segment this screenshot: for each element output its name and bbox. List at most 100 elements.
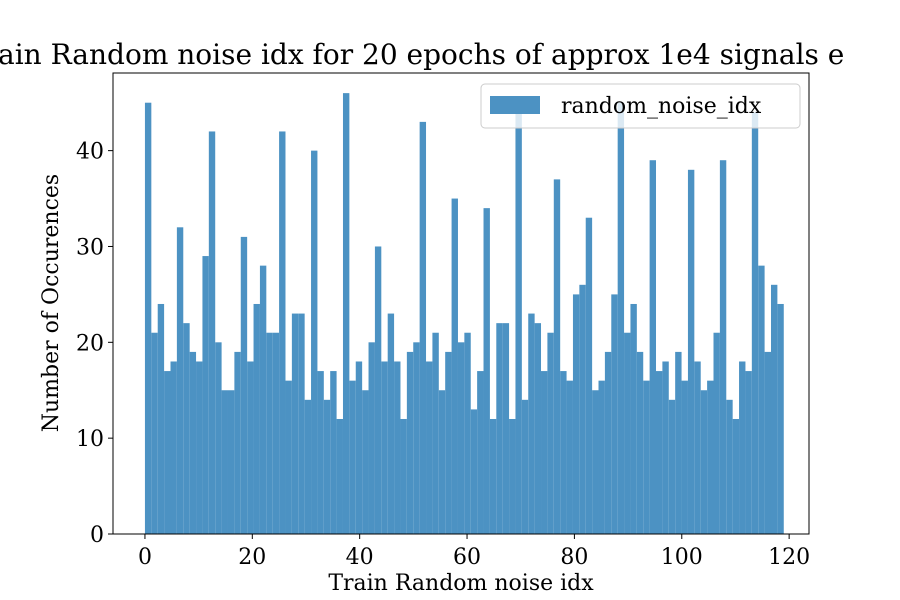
bar: [483, 208, 490, 534]
bar: [368, 342, 375, 534]
y-tick-label: 10: [76, 427, 104, 452]
bar: [221, 390, 228, 534]
bar: [649, 160, 657, 534]
bar: [183, 323, 190, 534]
bar: [643, 380, 650, 534]
bar: [604, 351, 612, 534]
chart-title: ain Random noise idx for 20 epochs of ap…: [0, 38, 844, 71]
y-tick-label: 0: [90, 523, 104, 548]
bar: [247, 361, 254, 534]
bar: [572, 294, 580, 534]
bar: [151, 332, 158, 534]
legend-swatch: [490, 96, 540, 114]
bar: [234, 351, 241, 534]
x-tick-label: 20: [238, 545, 266, 570]
bar: [668, 399, 676, 534]
bar: [745, 371, 752, 534]
bar: [272, 332, 280, 534]
bar: [592, 390, 599, 534]
bar: [694, 361, 701, 534]
bar: [515, 102, 522, 534]
bar: [770, 284, 778, 534]
bar: [560, 371, 567, 534]
bar: [304, 399, 312, 534]
bar: [202, 256, 209, 534]
bar: [662, 361, 669, 534]
bar: [457, 342, 465, 534]
bar: [349, 380, 356, 534]
bar: [176, 227, 184, 535]
bar: [624, 332, 631, 534]
y-axis-label: Number of Occurences: [39, 174, 64, 432]
bar: [291, 313, 299, 534]
bar: [311, 150, 318, 534]
bar: [208, 131, 216, 534]
bar: [611, 294, 618, 534]
bar: [598, 380, 605, 534]
bar: [707, 380, 714, 534]
y-tick-label: 20: [76, 331, 104, 356]
plot-frame: [112, 72, 810, 535]
x-axis-label: Train Random noise idx: [328, 571, 594, 596]
bar: [394, 361, 401, 534]
bar: [445, 351, 452, 534]
bar: [751, 112, 759, 534]
bar: [656, 371, 663, 534]
bar: [726, 399, 733, 534]
bar: [521, 399, 529, 534]
bar: [496, 323, 503, 534]
bar: [438, 390, 446, 534]
bar: [240, 236, 248, 534]
bar: [189, 351, 197, 534]
bar: [464, 332, 471, 534]
bar: [579, 284, 586, 534]
bar: [547, 332, 554, 534]
bar: [355, 361, 363, 534]
bar: [566, 380, 573, 534]
legend-label: random_noise_idx: [561, 94, 762, 119]
bar: [317, 371, 324, 534]
y-tick-label: 30: [76, 235, 104, 260]
bar: [700, 390, 708, 534]
bar: [630, 303, 637, 534]
bar: [502, 323, 510, 534]
bar: [489, 418, 497, 534]
x-tick-label: 120: [768, 545, 810, 570]
bar: [279, 131, 286, 534]
bar: [381, 361, 388, 534]
bar: [675, 351, 682, 534]
bar: [144, 102, 152, 534]
bar: [400, 418, 407, 534]
legend-box: [480, 83, 801, 129]
bar: [170, 361, 177, 534]
bar: [259, 265, 267, 534]
bar: [196, 361, 203, 534]
bar: [739, 361, 746, 534]
x-tick-label: 80: [560, 545, 588, 570]
bar: [406, 351, 414, 534]
bar: [298, 313, 305, 534]
bar: [336, 418, 343, 534]
bar: [477, 371, 484, 534]
bar: [534, 323, 542, 534]
bar: [617, 102, 625, 534]
bar: [470, 409, 478, 534]
bar: [764, 351, 771, 534]
bar: [215, 342, 222, 534]
bar: [713, 332, 720, 534]
bar: [342, 93, 350, 534]
bar: [528, 313, 535, 534]
bar: [426, 361, 433, 534]
bar: [413, 342, 420, 534]
bar: [687, 169, 695, 534]
x-tick-label: 60: [453, 545, 481, 570]
bar: [541, 371, 548, 534]
bar: [285, 380, 292, 534]
bar: [323, 399, 331, 534]
bar: [362, 390, 369, 534]
bar: [636, 351, 644, 534]
x-tick-label: 100: [661, 545, 703, 570]
bar: [374, 246, 382, 535]
bar: [681, 380, 688, 534]
